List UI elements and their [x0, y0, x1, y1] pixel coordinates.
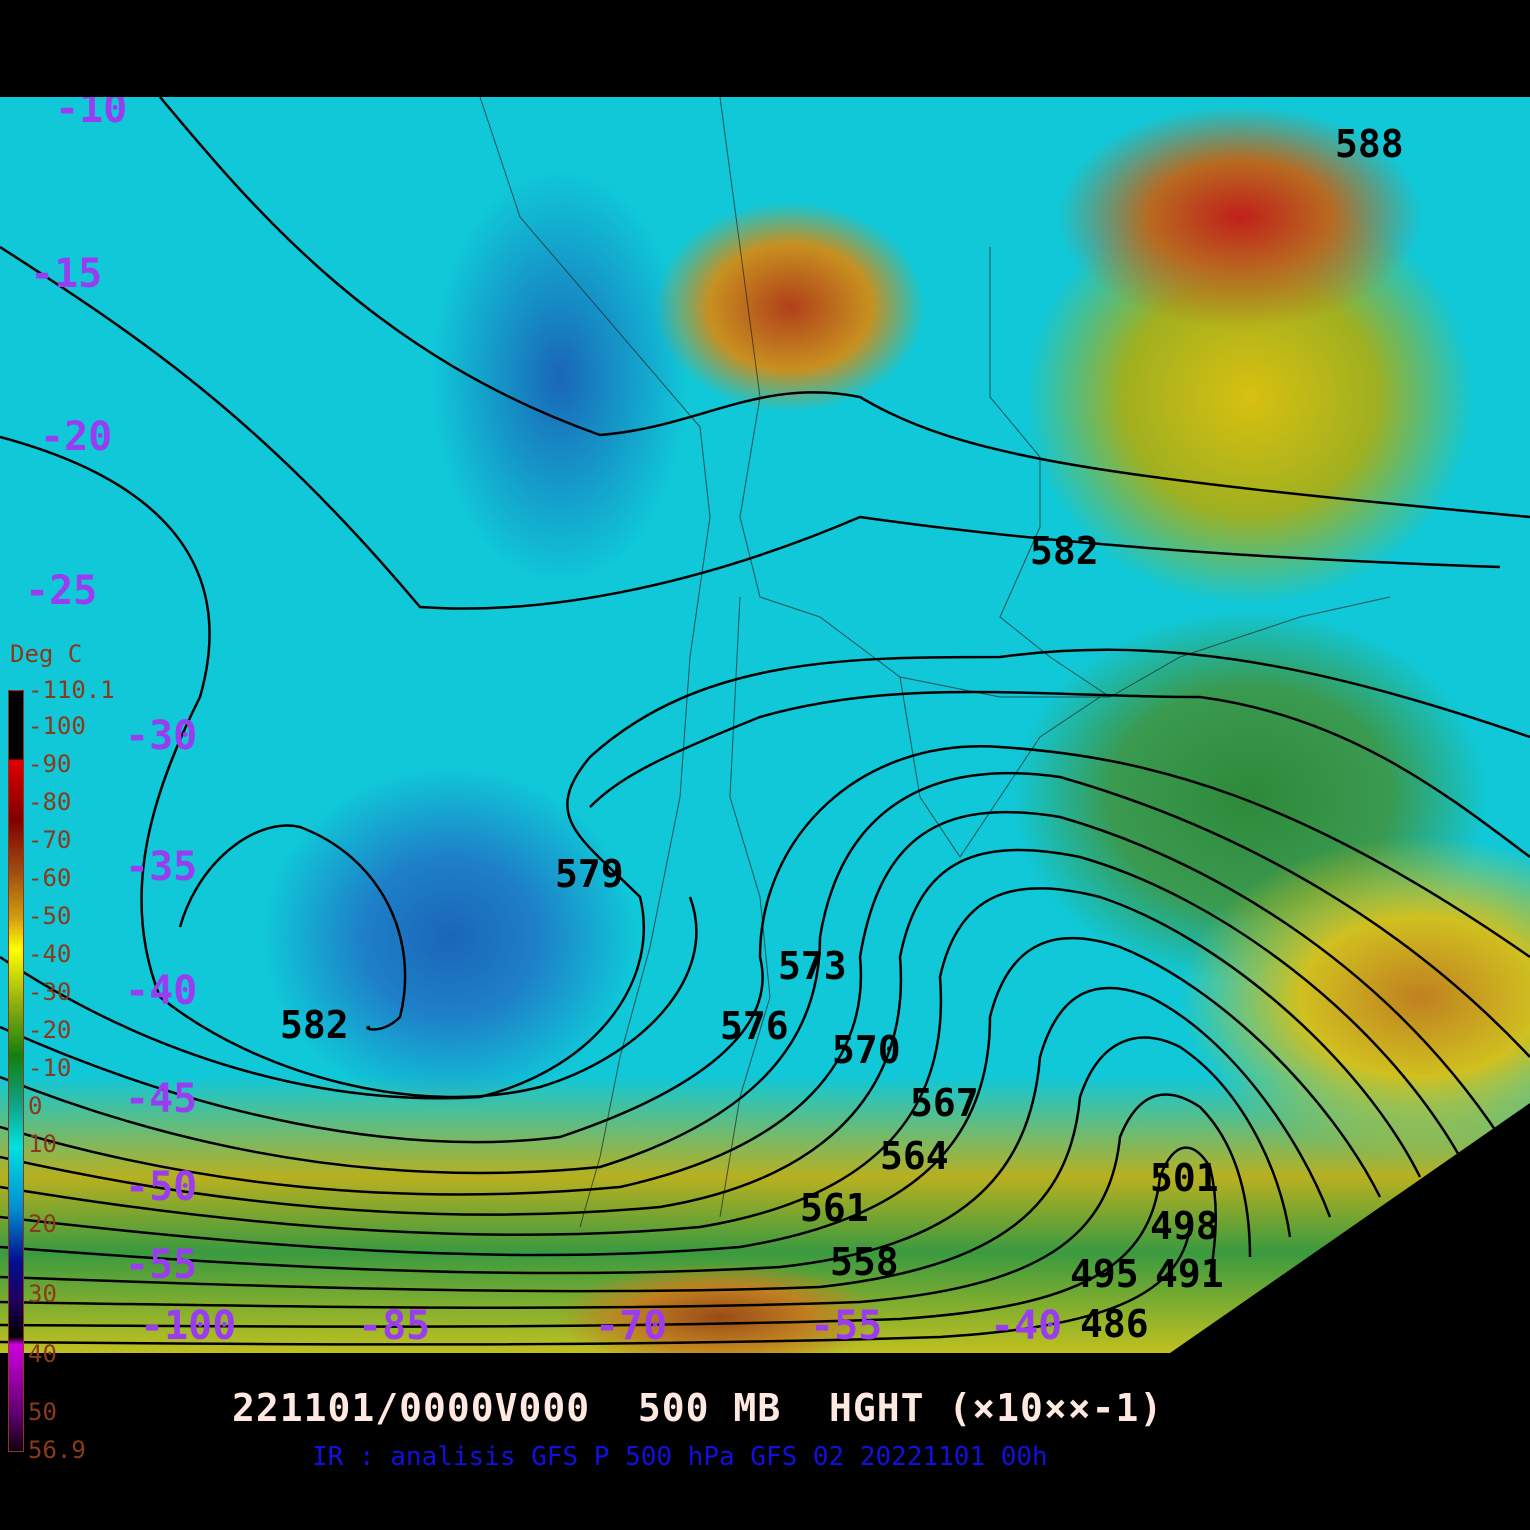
latitude-label: -40	[125, 968, 198, 1014]
colorbar-label: 30	[28, 1280, 57, 1308]
colorbar-unit: Deg C	[10, 640, 83, 668]
contour-label: 558	[830, 1240, 899, 1284]
colorbar-label: -40	[28, 940, 72, 968]
contour-label: 501	[1150, 1156, 1219, 1200]
contour-label: 588	[1335, 122, 1404, 166]
latitude-label: -50	[125, 1164, 198, 1210]
contour-label: 561	[800, 1186, 869, 1230]
colorbar-label: -90	[28, 750, 72, 778]
colorbar-label: 0	[28, 1092, 43, 1120]
colorbar-label: -20	[28, 1016, 72, 1044]
colorbar-label: -10	[28, 1054, 72, 1082]
contour-layer	[0, 97, 1530, 1346]
contour-label: 570	[832, 1028, 901, 1072]
temperature-colorbar	[8, 690, 24, 1452]
product-title: 221101/0000V000 500 MB HGHT (×10××-1)	[232, 1386, 1164, 1430]
satellite-map: -10 -15 -20 -25 -30 -35 -40 -45 -50 -55 …	[0, 97, 1530, 1353]
latitude-label: -55	[125, 1242, 198, 1288]
longitude-label: -85	[358, 1303, 431, 1349]
contour-label: 564	[880, 1134, 949, 1178]
colorbar-label: 10	[28, 1130, 57, 1158]
height-contours	[0, 97, 1530, 1346]
latitude-label: -25	[25, 568, 98, 614]
contour-label: 486	[1080, 1302, 1149, 1346]
contour-label: 495	[1070, 1252, 1139, 1296]
latitude-label: -30	[125, 713, 198, 759]
colorbar-label: -30	[28, 978, 72, 1006]
latitude-label: -20	[40, 414, 113, 460]
longitude-label: -100	[140, 1303, 237, 1349]
contour-label: 582	[280, 1003, 349, 1047]
longitude-label: -40	[990, 1303, 1063, 1349]
contour-label: 576	[720, 1004, 789, 1048]
contour-label: 567	[910, 1081, 979, 1125]
colorbar-label: 56.9	[28, 1436, 86, 1464]
latitude-label: -15	[30, 251, 103, 297]
colorbar-label: -60	[28, 864, 72, 892]
colorbar-label: -110.1	[28, 676, 115, 704]
contour-label: 582	[1030, 529, 1099, 573]
colorbar-label: -70	[28, 826, 72, 854]
no-data-region	[1170, 1103, 1530, 1353]
country-borders	[479, 97, 1391, 1228]
colorbar-label: 20	[28, 1210, 57, 1238]
colorbar-label: -80	[28, 788, 72, 816]
latitude-label: -45	[125, 1076, 198, 1122]
longitude-label: -70	[595, 1303, 668, 1349]
latitude-label: -35	[125, 844, 198, 890]
product-subtitle: IR : analisis GFS P 500 hPa GFS 02 20221…	[312, 1442, 1048, 1472]
longitude-label: -55	[810, 1303, 883, 1349]
colorbar-label: -50	[28, 902, 72, 930]
contour-label: 498	[1150, 1204, 1219, 1248]
latitude-label: -10	[55, 97, 128, 132]
contour-label: 573	[778, 944, 847, 988]
colorbar-label: 40	[28, 1340, 57, 1368]
colorbar-label: 50	[28, 1398, 57, 1426]
contour-label: 579	[555, 852, 624, 896]
colorbar-label: -100	[28, 712, 86, 740]
contour-label: 491	[1155, 1252, 1224, 1296]
